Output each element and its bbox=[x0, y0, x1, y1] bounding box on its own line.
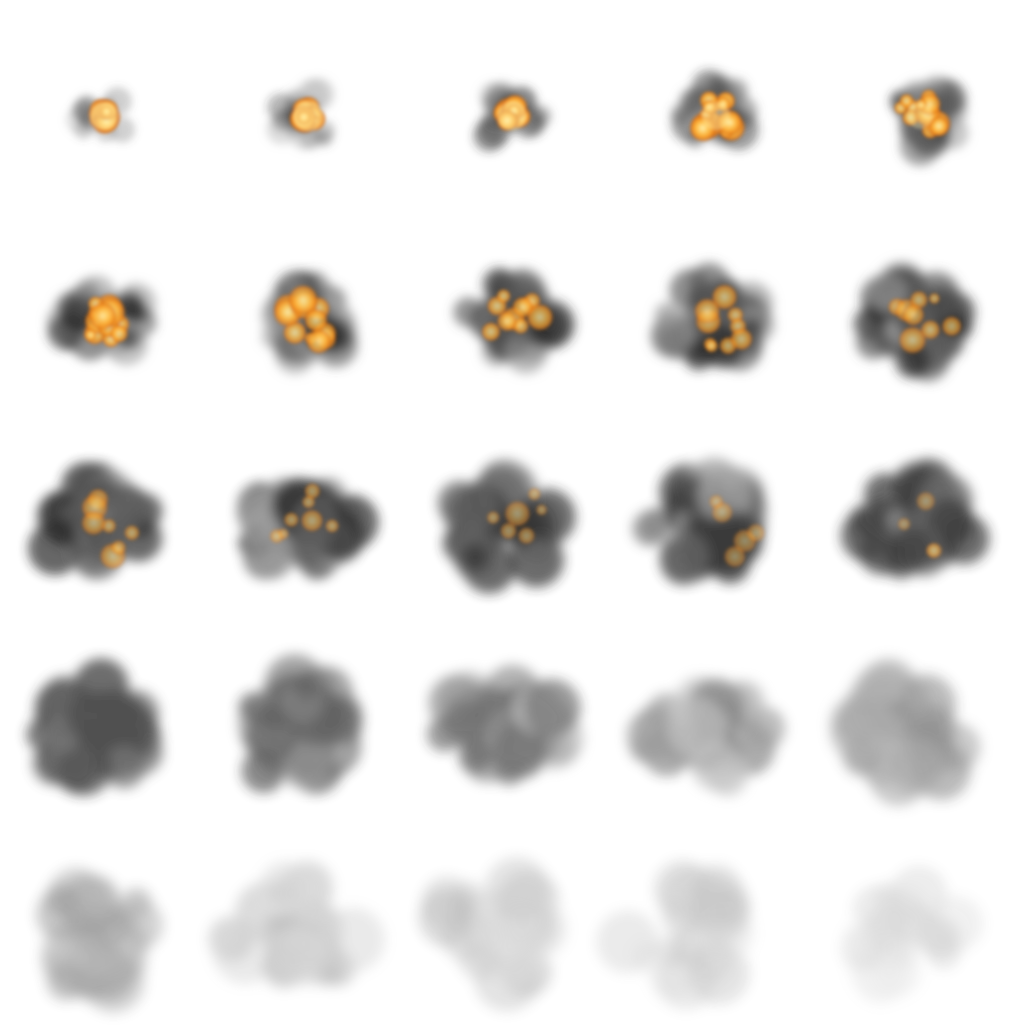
explosion-sprite bbox=[418, 857, 568, 1012]
explosion-sprite bbox=[829, 658, 981, 806]
explosion-sprite bbox=[626, 676, 786, 797]
explosion-sprite bbox=[670, 69, 759, 151]
explosion-sprite bbox=[632, 457, 767, 585]
explosion-frame-13 bbox=[410, 422, 614, 626]
explosion-sprite bbox=[427, 665, 584, 786]
explosion-frame-17 bbox=[206, 626, 410, 830]
explosion-frame-16 bbox=[2, 626, 206, 830]
explosion-frame-11 bbox=[2, 422, 206, 626]
explosion-sprite bbox=[889, 75, 969, 166]
explosion-sprite bbox=[853, 261, 976, 382]
explosion-sprite bbox=[237, 654, 363, 794]
explosion-sprite bbox=[261, 271, 358, 374]
explosion-sprite bbox=[208, 860, 385, 989]
explosion-frame-2 bbox=[206, 14, 410, 218]
explosion-sprite bbox=[840, 865, 984, 1005]
explosion-sprite bbox=[266, 77, 335, 150]
explosion-frame-21 bbox=[2, 830, 206, 1034]
explosion-frame-15 bbox=[818, 422, 1022, 626]
explosion-frame-24 bbox=[596, 830, 818, 1034]
explosion-sprite bbox=[453, 267, 576, 374]
explosion-frame-5 bbox=[818, 14, 1022, 218]
explosion-frame-23 bbox=[410, 830, 614, 1034]
explosion-sprite bbox=[472, 81, 552, 153]
explosion-frame-25 bbox=[818, 830, 1022, 1034]
explosion-frame-6 bbox=[2, 218, 206, 422]
explosion-sprite bbox=[26, 658, 163, 796]
explosion-sprite bbox=[65, 86, 135, 143]
explosion-sprite bbox=[437, 460, 576, 594]
explosion-frame-4 bbox=[614, 14, 818, 218]
explosion-frame-1 bbox=[2, 14, 206, 218]
explosion-frame-7 bbox=[206, 218, 410, 422]
explosion-frame-12 bbox=[206, 422, 410, 626]
explosion-frame-3 bbox=[410, 14, 614, 218]
explosion-sprite bbox=[841, 458, 990, 579]
explosion-frame-19 bbox=[614, 626, 818, 830]
explosion-frame-8 bbox=[410, 218, 614, 422]
explosion-sprite bbox=[36, 867, 164, 1013]
explosion-frame-9 bbox=[614, 218, 818, 422]
explosion-frame-14 bbox=[614, 422, 818, 626]
explosion-frame-20 bbox=[818, 626, 1022, 830]
explosion-sprite bbox=[236, 477, 379, 580]
explosion-frame-10 bbox=[818, 218, 1022, 422]
explosion-sprite bbox=[46, 275, 157, 366]
explosion-frame-22 bbox=[206, 830, 410, 1034]
explosion-frame-18 bbox=[410, 626, 614, 830]
explosion-sprite bbox=[650, 262, 775, 371]
explosion-sprite bbox=[596, 860, 755, 1010]
explosion-sprite bbox=[28, 462, 164, 580]
